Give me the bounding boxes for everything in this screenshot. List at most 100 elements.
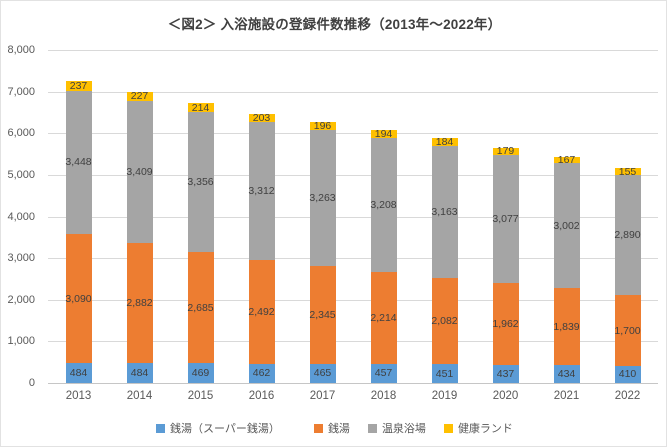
- legend-swatch: [367, 423, 377, 433]
- legend: 銭湯（スーパー銭湯） 銭湯 温泉浴場 健康ランド: [1, 420, 667, 436]
- bar-segment: 457: [370, 363, 397, 383]
- bar-segment: 3,090: [65, 234, 92, 363]
- legend-swatch: [156, 423, 166, 433]
- bar-data-label: 1,839: [553, 320, 580, 333]
- bar-segment: 194: [370, 129, 397, 140]
- x-tick-label: 2015: [187, 390, 214, 402]
- gridline: [48, 50, 658, 51]
- bar-segment: 3,077: [492, 155, 519, 284]
- bar-data-label: 214: [191, 101, 210, 114]
- x-tick-label: 2014: [126, 390, 153, 402]
- bar-data-label: 484: [69, 366, 88, 379]
- bar-data-label: 484: [130, 366, 149, 379]
- bar-data-label: 451: [435, 367, 454, 380]
- bar-stack: 410 1,700 2,890 155: [614, 166, 641, 383]
- bar-column: 437 1,962 3,077 179: [475, 50, 536, 383]
- bar-column: 465 2,345 3,263 196: [292, 50, 353, 383]
- bar-segment: 3,312: [248, 122, 275, 261]
- bar-data-label: 2,214: [370, 311, 397, 324]
- bar-segment: 179: [492, 146, 519, 157]
- bar-data-label: 465: [313, 367, 332, 380]
- bar-segment: 462: [248, 363, 275, 383]
- bar-column: 457 2,214 3,208 194: [353, 50, 414, 383]
- bar-segment: 3,002: [553, 163, 580, 289]
- legend-label: 健康ランド: [457, 423, 513, 435]
- x-tick-label: 2019: [431, 390, 458, 402]
- bar-data-label: 1,962: [492, 317, 519, 330]
- bar-stack: 434 1,839 3,002 167: [553, 155, 580, 383]
- bar-data-label: 3,312: [248, 185, 275, 198]
- bar-data-label: 3,090: [65, 292, 92, 305]
- bar-segment: 3,356: [187, 112, 214, 252]
- gridline: [48, 299, 658, 301]
- bar-segment: 469: [187, 363, 214, 383]
- bar-segment: 3,263: [309, 130, 336, 267]
- x-axis: 2013 2014 2015 2016 2017 2018 2019 2020 2021 2022: [48, 390, 658, 402]
- bar-segment: 451: [431, 364, 458, 383]
- bar-data-label: 2,082: [431, 314, 458, 327]
- bar-data-label: 3,263: [309, 192, 336, 205]
- y-tick-label: 7,000: [7, 85, 35, 98]
- bar-data-label: 434: [557, 367, 576, 380]
- bar-segment: 155: [614, 166, 641, 177]
- y-tick-label: 5,000: [7, 168, 35, 181]
- bar-segment: 214: [187, 101, 214, 114]
- bar-segment: 434: [553, 364, 580, 383]
- gridline: [48, 133, 658, 135]
- bar-stack: 484 2,882 3,409 227: [126, 90, 153, 383]
- y-axis: 0 1,000 2,000 3,000 4,000 5,000 6,000 7,000 8,00…: [1, 44, 41, 389]
- bar-stack: 484 3,090 3,448 237: [65, 79, 92, 383]
- bar-data-label: 3,356: [187, 175, 214, 188]
- bar-data-label: 469: [191, 367, 210, 380]
- bar-data-label: 184: [435, 136, 454, 149]
- bar-segment: 2,214: [370, 271, 397, 364]
- bar-stack: 469 2,685 3,356 214: [187, 101, 214, 383]
- x-tick-label: 2016: [248, 390, 275, 402]
- gridline: [48, 216, 658, 218]
- bar-data-label: 2,492: [248, 305, 275, 318]
- gridline: [48, 91, 658, 93]
- bar-data-label: 227: [130, 90, 149, 103]
- x-tick-label: 2017: [309, 390, 336, 402]
- x-tick-label: 2021: [553, 390, 580, 402]
- y-tick-label: 6,000: [7, 127, 35, 140]
- bar-segment: 3,409: [126, 101, 153, 243]
- bar-data-label: 462: [252, 367, 271, 380]
- gridline: [48, 383, 658, 384]
- bar-stack: 457 2,214 3,208 194: [370, 129, 397, 383]
- bars-group: 484 3,090 3,448 237 484 2,882 3,409 227 469 2,685…: [48, 50, 658, 383]
- bar-data-label: 457: [374, 367, 393, 380]
- bar-column: 410 1,700 2,890 155: [597, 50, 658, 383]
- bar-data-label: 3,077: [492, 213, 519, 226]
- bar-column: 469 2,685 3,356 214: [170, 50, 231, 383]
- bar-segment: 196: [309, 120, 336, 133]
- bar-data-label: 410: [618, 368, 637, 381]
- bar-data-label: 203: [252, 111, 271, 124]
- legend-label: 銭湯（スーパー銭湯）: [170, 423, 280, 435]
- plot-area: 484 3,090 3,448 237 484 2,882 3,409 227 469 2,685…: [48, 50, 658, 384]
- bar-segment: 2,890: [614, 174, 641, 296]
- bar-column: 484 2,882 3,409 227: [109, 50, 170, 383]
- y-tick-label: 2,000: [7, 293, 35, 306]
- gridline: [48, 341, 658, 343]
- bar-segment: 2,685: [187, 251, 214, 364]
- bar-data-label: 2,890: [614, 229, 641, 242]
- bar-stack: 437 1,962 3,077 179: [492, 146, 519, 383]
- bar-segment: 1,839: [553, 288, 580, 365]
- bar-data-label: 1,700: [614, 324, 641, 337]
- bar-segment: 184: [431, 136, 458, 149]
- bar-data-label: 3,208: [370, 199, 397, 212]
- bar-segment: 3,448: [65, 90, 92, 235]
- bar-data-label: 2,345: [309, 308, 336, 321]
- bar-data-label: 196: [313, 120, 332, 133]
- bar-data-label: 237: [69, 79, 88, 92]
- x-tick-label: 2022: [614, 390, 641, 402]
- bar-segment: 237: [65, 79, 92, 92]
- chart-title: ＜図2＞ 入浴施設の登録件数推移（2013年～2022年）: [167, 17, 502, 32]
- bar-segment: 484: [126, 362, 153, 383]
- bar-segment: 167: [553, 155, 580, 165]
- bar-segment: 410: [614, 365, 641, 383]
- bar-column: 451 2,082 3,163 184: [414, 50, 475, 383]
- bar-segment: 2,082: [431, 277, 458, 365]
- bar-data-label: 3,448: [65, 156, 92, 169]
